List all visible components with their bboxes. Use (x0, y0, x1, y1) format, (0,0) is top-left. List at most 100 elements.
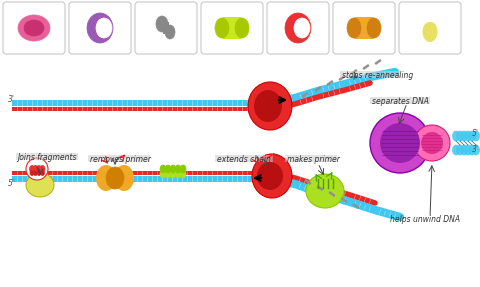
Ellipse shape (175, 165, 181, 173)
Ellipse shape (34, 170, 37, 175)
Ellipse shape (294, 18, 310, 38)
Text: makes primer: makes primer (287, 154, 340, 164)
Bar (12, 100, 268, 106)
Ellipse shape (40, 166, 45, 172)
Bar (285, 155, 337, 162)
Ellipse shape (24, 20, 44, 36)
Ellipse shape (252, 154, 292, 198)
Ellipse shape (215, 18, 229, 38)
Polygon shape (351, 17, 377, 39)
Bar (88, 155, 150, 162)
Ellipse shape (175, 170, 181, 178)
Ellipse shape (29, 166, 35, 172)
Polygon shape (301, 92, 309, 98)
Polygon shape (338, 75, 346, 81)
Polygon shape (374, 59, 382, 65)
Ellipse shape (156, 16, 168, 32)
Ellipse shape (380, 123, 420, 163)
Text: 5': 5' (472, 129, 479, 139)
Bar (16, 153, 78, 160)
Ellipse shape (453, 145, 459, 155)
FancyBboxPatch shape (399, 2, 461, 54)
Polygon shape (340, 197, 348, 203)
Ellipse shape (33, 166, 38, 172)
Ellipse shape (180, 170, 186, 178)
Ellipse shape (96, 18, 112, 38)
Ellipse shape (468, 145, 476, 155)
FancyBboxPatch shape (3, 2, 65, 54)
Ellipse shape (18, 15, 50, 41)
Ellipse shape (465, 145, 471, 155)
FancyBboxPatch shape (135, 2, 197, 54)
Ellipse shape (106, 167, 124, 189)
Ellipse shape (453, 131, 459, 141)
Ellipse shape (30, 170, 34, 175)
Ellipse shape (26, 173, 54, 197)
Ellipse shape (165, 165, 171, 173)
Ellipse shape (165, 170, 171, 178)
Text: extends chain: extends chain (217, 154, 271, 164)
Ellipse shape (414, 125, 450, 161)
Polygon shape (362, 64, 370, 70)
Text: Joins fragments: Joins fragments (17, 152, 76, 162)
Text: stops re-annealing: stops re-annealing (342, 71, 413, 79)
Bar (12, 107, 268, 111)
Ellipse shape (460, 145, 468, 155)
Ellipse shape (306, 174, 344, 208)
Text: 5': 5' (8, 179, 15, 187)
Text: 3': 3' (472, 146, 479, 154)
FancyBboxPatch shape (201, 2, 263, 54)
Ellipse shape (160, 165, 166, 173)
Polygon shape (304, 179, 312, 185)
Bar (340, 71, 400, 78)
FancyBboxPatch shape (333, 2, 395, 54)
Ellipse shape (36, 166, 41, 172)
Ellipse shape (367, 18, 381, 38)
Ellipse shape (421, 132, 443, 154)
Ellipse shape (285, 13, 311, 43)
Ellipse shape (468, 131, 476, 141)
Ellipse shape (456, 145, 464, 155)
Polygon shape (314, 86, 322, 92)
Polygon shape (328, 191, 336, 197)
Ellipse shape (40, 170, 45, 175)
Ellipse shape (235, 18, 249, 38)
Polygon shape (219, 17, 245, 39)
Bar (163, 22, 169, 34)
Ellipse shape (180, 165, 186, 173)
Bar (12, 176, 268, 182)
Circle shape (26, 158, 48, 180)
Ellipse shape (170, 170, 176, 178)
Polygon shape (352, 203, 360, 209)
Ellipse shape (465, 131, 471, 141)
Text: removes primer: removes primer (90, 154, 151, 164)
Ellipse shape (460, 131, 468, 141)
FancyBboxPatch shape (69, 2, 131, 54)
Ellipse shape (114, 165, 134, 191)
Ellipse shape (96, 165, 116, 191)
Ellipse shape (347, 18, 361, 38)
Ellipse shape (165, 25, 175, 39)
Text: 3': 3' (8, 96, 15, 104)
Ellipse shape (254, 90, 282, 122)
Polygon shape (326, 80, 334, 86)
Ellipse shape (248, 82, 292, 130)
Text: helps unwind DNA: helps unwind DNA (390, 216, 460, 224)
Polygon shape (350, 69, 358, 75)
Bar (215, 155, 273, 162)
Text: separates DNA: separates DNA (372, 96, 429, 106)
Bar (12, 171, 268, 175)
Polygon shape (316, 185, 324, 191)
FancyBboxPatch shape (267, 2, 329, 54)
Ellipse shape (370, 113, 430, 173)
Ellipse shape (456, 131, 464, 141)
Ellipse shape (257, 162, 283, 190)
Ellipse shape (160, 170, 166, 178)
Bar (370, 97, 430, 104)
Polygon shape (422, 22, 437, 42)
Ellipse shape (37, 170, 41, 175)
Ellipse shape (472, 145, 480, 155)
Ellipse shape (472, 131, 480, 141)
Ellipse shape (170, 165, 176, 173)
Ellipse shape (87, 13, 113, 43)
